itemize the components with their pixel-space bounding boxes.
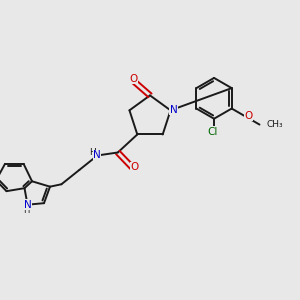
Text: H: H	[23, 206, 29, 215]
Text: CH₃: CH₃	[266, 120, 283, 129]
Text: N: N	[170, 105, 177, 115]
Text: O: O	[245, 111, 253, 121]
Text: Cl: Cl	[207, 127, 218, 136]
Text: O: O	[129, 74, 138, 84]
Text: N: N	[24, 200, 32, 210]
Text: H: H	[88, 148, 95, 157]
Text: O: O	[130, 163, 139, 172]
Text: N: N	[93, 150, 101, 160]
